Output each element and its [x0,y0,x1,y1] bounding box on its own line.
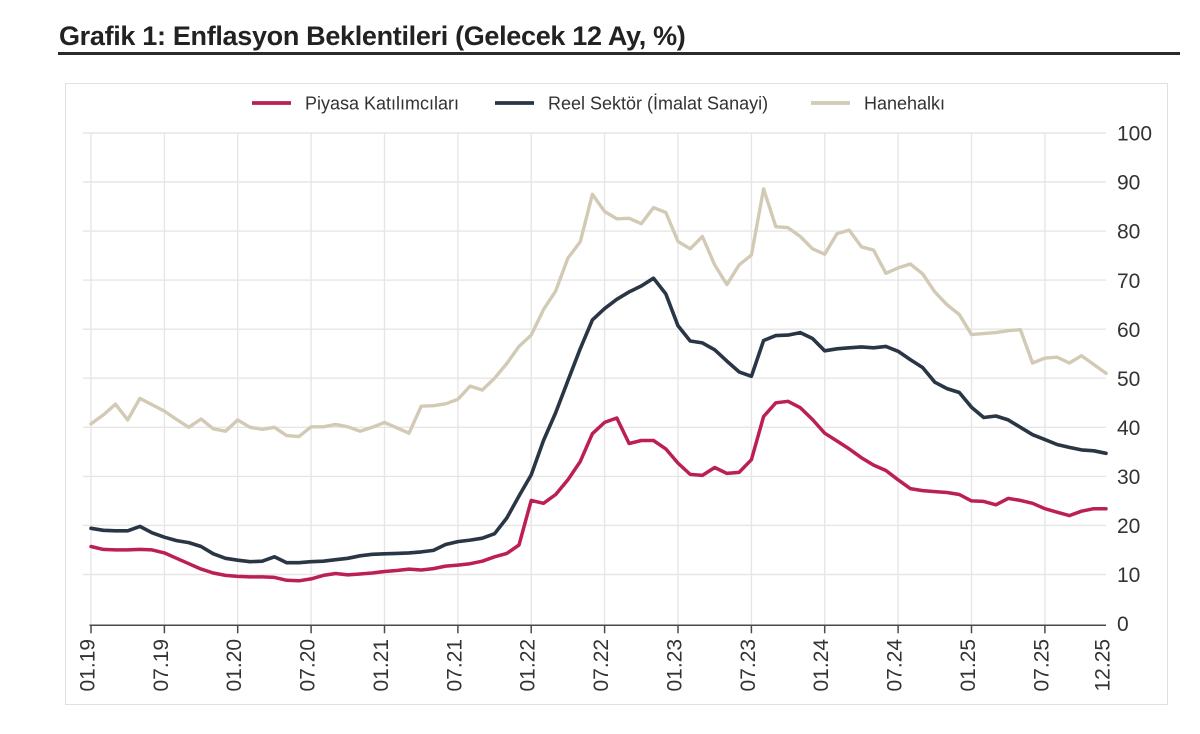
svg-text:Hanehalkı: Hanehalkı [864,94,945,114]
svg-text:01.24: 01.24 [810,639,833,692]
svg-text:01.22: 01.22 [517,639,540,692]
svg-text:60: 60 [1117,319,1140,342]
svg-text:07.24: 07.24 [884,639,907,692]
svg-text:80: 80 [1117,221,1140,244]
svg-text:07.19: 07.19 [150,639,173,692]
svg-text:07.22: 07.22 [590,639,613,692]
svg-text:01.23: 01.23 [664,639,687,692]
svg-text:07.23: 07.23 [737,639,760,692]
svg-text:0: 0 [1117,613,1129,636]
svg-text:01.19: 01.19 [77,639,100,692]
svg-text:Piyasa Katılımcıları: Piyasa Katılımcıları [305,94,459,114]
svg-text:Reel Sektör (İmalat Sanayi): Reel Sektör (İmalat Sanayi) [548,94,768,114]
svg-text:40: 40 [1117,417,1140,440]
svg-text:50: 50 [1117,368,1140,391]
svg-text:01.21: 01.21 [370,639,393,692]
svg-text:12.25: 12.25 [1092,639,1115,692]
svg-text:20: 20 [1117,515,1140,538]
svg-text:07.25: 07.25 [1030,639,1053,692]
svg-text:07.20: 07.20 [297,639,320,692]
svg-text:07.21: 07.21 [443,639,466,692]
svg-text:30: 30 [1117,466,1140,489]
svg-text:01.20: 01.20 [223,639,246,692]
svg-text:100: 100 [1117,123,1152,146]
svg-text:10: 10 [1117,564,1140,587]
svg-text:70: 70 [1117,270,1140,293]
svg-text:01.25: 01.25 [957,639,980,692]
svg-text:90: 90 [1117,172,1140,195]
